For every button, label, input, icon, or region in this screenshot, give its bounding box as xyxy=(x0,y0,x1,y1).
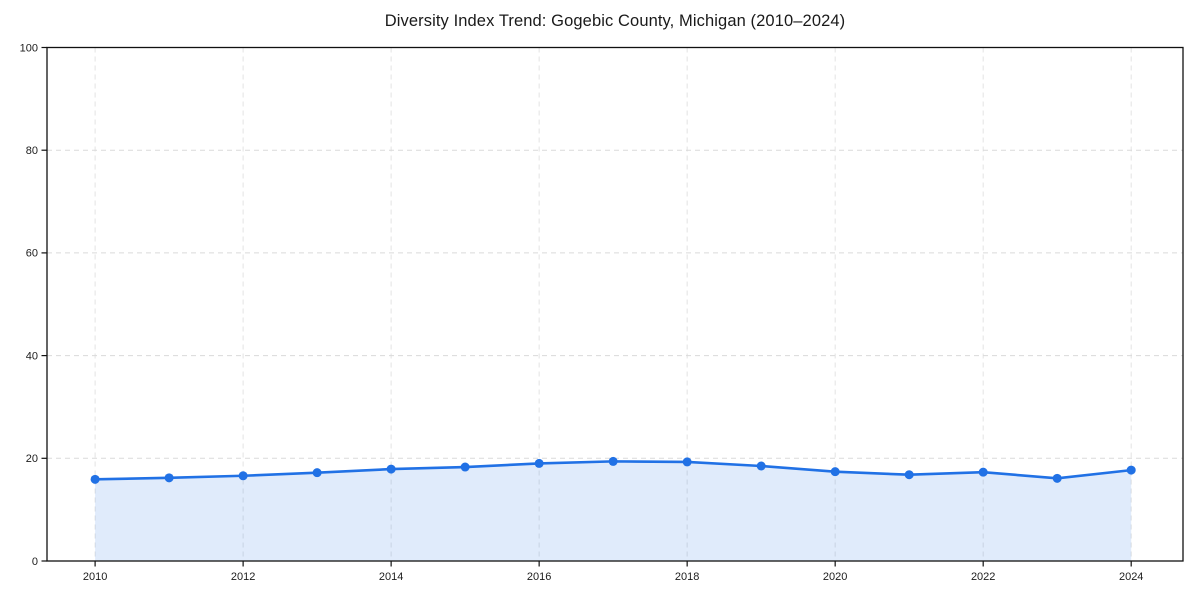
data-point xyxy=(238,471,248,481)
data-point xyxy=(90,474,100,484)
y-tick-label: 100 xyxy=(20,42,38,54)
x-tick-label: 2014 xyxy=(379,571,403,583)
data-point xyxy=(756,461,766,471)
x-tick-label: 2024 xyxy=(1119,571,1143,583)
data-point xyxy=(534,458,544,468)
data-point xyxy=(682,457,692,467)
data-point xyxy=(460,462,470,472)
chart-title: Diversity Index Trend: Gogebic County, M… xyxy=(384,12,846,30)
trend-area xyxy=(95,461,1132,561)
y-tick-label: 80 xyxy=(26,145,38,157)
y-tick-label: 0 xyxy=(32,556,38,568)
data-point xyxy=(1126,465,1136,475)
data-point xyxy=(312,468,322,478)
x-tick-label: 2020 xyxy=(823,571,847,583)
data-point xyxy=(904,470,914,480)
data-point xyxy=(830,467,840,477)
data-point xyxy=(978,467,988,477)
y-tick-label: 40 xyxy=(26,350,38,362)
x-tick-label: 2018 xyxy=(675,571,699,583)
data-point xyxy=(608,456,618,466)
data-point xyxy=(1052,473,1062,483)
plot-border xyxy=(46,46,1184,562)
data-point xyxy=(164,473,174,483)
y-tick-label: 20 xyxy=(26,453,38,465)
data-point xyxy=(386,464,396,474)
x-tick-label: 2012 xyxy=(231,571,255,583)
y-tick-label: 60 xyxy=(26,248,38,260)
x-tick-label: 2016 xyxy=(527,571,551,583)
x-tick-label: 2010 xyxy=(83,571,107,583)
x-tick-label: 2022 xyxy=(971,571,995,583)
